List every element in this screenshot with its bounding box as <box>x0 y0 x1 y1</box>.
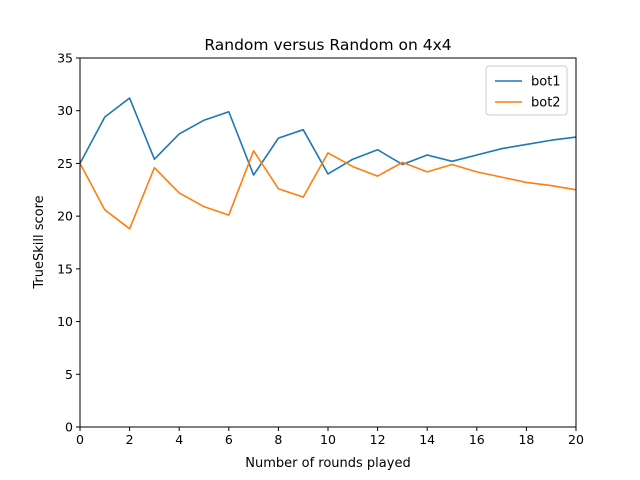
x-tick-label: 14 <box>419 432 435 447</box>
x-axis-label: Number of rounds played <box>245 456 410 471</box>
series-line-bot2 <box>79 149 577 230</box>
plot-lines <box>79 97 577 230</box>
y-tick-label: 5 <box>65 367 73 382</box>
x-tick-label: 18 <box>518 432 534 447</box>
y-tick-label: 20 <box>57 209 73 224</box>
y-axis-ticks: 0 5 10 15 20 25 30 35 <box>57 51 80 435</box>
legend-label-bot1: bot1 <box>531 75 561 90</box>
y-tick-label: 0 <box>65 420 73 435</box>
y-tick-label: 25 <box>57 156 73 171</box>
y-tick-label: 10 <box>57 314 73 329</box>
y-tick-label: 30 <box>57 103 73 118</box>
x-tick-label: 0 <box>76 432 84 447</box>
legend: bot1 bot2 <box>485 65 568 116</box>
series-line-bot1 <box>79 97 577 176</box>
y-tick-label: 15 <box>57 261 73 276</box>
y-axis-label: TrueSkill score <box>32 195 47 289</box>
x-tick-label: 16 <box>469 432 485 447</box>
x-axis-ticks: 0 2 4 6 8 10 12 14 16 18 20 <box>76 427 584 447</box>
x-tick-label: 12 <box>370 432 386 447</box>
y-tick-label: 35 <box>57 51 73 66</box>
x-tick-label: 4 <box>175 432 183 447</box>
x-tick-label: 20 <box>568 432 584 447</box>
x-tick-label: 2 <box>126 432 134 447</box>
x-tick-label: 6 <box>225 432 233 447</box>
chart-title: Random versus Random on 4x4 <box>204 36 451 54</box>
x-tick-label: 10 <box>320 432 336 447</box>
x-tick-label: 8 <box>274 432 282 447</box>
legend-label-bot2: bot2 <box>531 96 561 111</box>
